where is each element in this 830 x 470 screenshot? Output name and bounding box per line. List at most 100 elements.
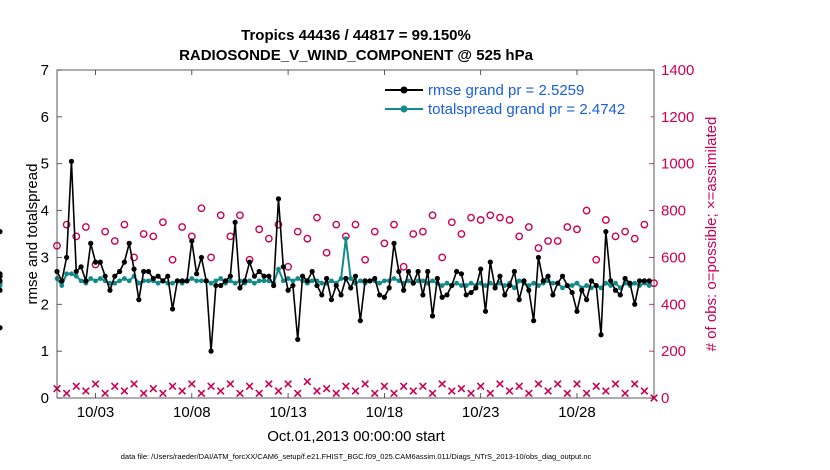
rmse-point bbox=[636, 278, 643, 284]
obs-assimilated-point bbox=[293, 389, 302, 398]
rmse-point bbox=[641, 278, 647, 284]
totalspread-point bbox=[574, 280, 580, 286]
rmse-point bbox=[401, 287, 407, 293]
rmse-point bbox=[405, 268, 412, 275]
obs-assimilated-point bbox=[139, 389, 148, 398]
obs-assimilated-point bbox=[515, 382, 524, 391]
obs-assimilated-point bbox=[91, 380, 100, 388]
rmse-point bbox=[487, 259, 493, 265]
obs-possible-point bbox=[399, 262, 408, 271]
obs-possible-point bbox=[592, 255, 601, 264]
totalspread-point bbox=[646, 283, 652, 288]
totalspread-point bbox=[569, 283, 575, 288]
totalspread-point bbox=[73, 273, 79, 279]
rmse-point bbox=[574, 308, 580, 314]
obs-assimilated-point bbox=[178, 387, 187, 395]
x-tick-label: 10/08 bbox=[173, 404, 211, 421]
rmse-point bbox=[454, 268, 460, 275]
obs-assimilated-point bbox=[264, 380, 273, 388]
obs-possible-point bbox=[81, 223, 90, 231]
obs-possible-point bbox=[139, 230, 148, 238]
rmse-point bbox=[367, 278, 373, 284]
obs-assimilated-point bbox=[640, 387, 649, 395]
totalspread-point bbox=[97, 276, 103, 281]
totalspread-point bbox=[584, 283, 589, 288]
plot-area bbox=[57, 70, 654, 398]
rmse-point bbox=[0, 229, 3, 235]
rmse-point bbox=[434, 275, 440, 282]
rmse-point bbox=[531, 318, 537, 324]
rmse-point bbox=[511, 268, 517, 275]
totalspread-point bbox=[391, 276, 397, 281]
y-axis-left-label: rmse and totalspread bbox=[24, 164, 41, 305]
rmse-point bbox=[198, 254, 205, 261]
rmse-point bbox=[0, 273, 3, 279]
rmse-point bbox=[545, 273, 551, 279]
obs-assimilated-point bbox=[553, 380, 562, 388]
obs-assimilated-point bbox=[457, 384, 466, 393]
rmse-point bbox=[458, 271, 465, 277]
totalspread-point bbox=[295, 276, 301, 281]
obs-assimilated-point bbox=[236, 389, 244, 398]
y-left-tick-label: 4 bbox=[41, 203, 49, 220]
obs-possible-point bbox=[419, 227, 427, 236]
totalspread-point bbox=[632, 280, 638, 286]
obs-possible-point bbox=[611, 232, 620, 241]
rmse-point bbox=[420, 292, 426, 298]
obs-possible-point bbox=[332, 220, 341, 229]
y-left-tick-label: 3 bbox=[41, 249, 49, 266]
rmse-point bbox=[97, 259, 103, 265]
totalspread-point bbox=[256, 278, 262, 284]
rmse-point bbox=[429, 313, 436, 319]
obs-possible-point bbox=[428, 211, 437, 220]
y-left-tick-label: 5 bbox=[41, 156, 49, 173]
totalspread-point bbox=[126, 278, 132, 284]
obs-assimilated-point bbox=[255, 389, 264, 398]
totalspread-point bbox=[357, 278, 363, 284]
y-right-tick-label: 200 bbox=[661, 343, 686, 360]
totalspread-point bbox=[550, 280, 556, 286]
obs-assimilated-point bbox=[197, 389, 206, 398]
obs-assimilated-point bbox=[399, 382, 408, 391]
y-axis-left-ticks: 0 1 2 3 4 5 6 7 bbox=[41, 62, 62, 407]
rmse-point bbox=[319, 292, 325, 298]
x-tick-label: 10/18 bbox=[366, 404, 404, 421]
obs-assimilated-point bbox=[226, 380, 235, 388]
obs-possible-point bbox=[130, 253, 138, 262]
obs-assimilated-point bbox=[101, 389, 110, 398]
rmse-point bbox=[449, 282, 455, 289]
rmse-point bbox=[526, 287, 532, 293]
rmse-point bbox=[608, 278, 614, 284]
obs-assimilated-point bbox=[601, 387, 610, 395]
obs-possible-point bbox=[178, 223, 187, 231]
rmse-point bbox=[261, 273, 267, 279]
rmse-point bbox=[632, 301, 638, 307]
obs-possible-point bbox=[496, 213, 504, 222]
totalspread-point bbox=[276, 266, 281, 272]
y-right-tick-label: 800 bbox=[661, 203, 686, 220]
obs-assimilated-point bbox=[419, 382, 427, 391]
obs-possible-point bbox=[582, 206, 591, 215]
totalspread-point bbox=[309, 278, 315, 284]
rmse-point bbox=[535, 254, 542, 261]
rmse-point bbox=[150, 275, 156, 282]
rmse-point bbox=[482, 308, 489, 314]
chart-title-line2: RADIOSONDE_V_WIND_COMPONENT @ 525 hPa bbox=[179, 47, 534, 64]
rmse-point bbox=[145, 268, 152, 275]
totalspread-point bbox=[468, 280, 474, 286]
y-right-tick-label: 1000 bbox=[661, 156, 694, 173]
rmse-point bbox=[266, 273, 272, 279]
totalspread-point bbox=[64, 271, 70, 277]
rmse-point bbox=[194, 271, 200, 277]
obs-assimilated-point bbox=[390, 389, 398, 398]
obs-assimilated-point bbox=[72, 382, 81, 391]
x-tick-label: 10/23 bbox=[462, 404, 500, 421]
rmse-point bbox=[569, 289, 575, 296]
obs-possible-point bbox=[322, 248, 331, 257]
obs-possible-point bbox=[476, 216, 485, 224]
obs-possible-point bbox=[274, 220, 283, 229]
obs-assimilated-point bbox=[496, 380, 504, 388]
obs-assimilated-point bbox=[284, 380, 292, 388]
totalspread-point bbox=[603, 280, 609, 286]
obs-possible-point bbox=[101, 227, 110, 236]
